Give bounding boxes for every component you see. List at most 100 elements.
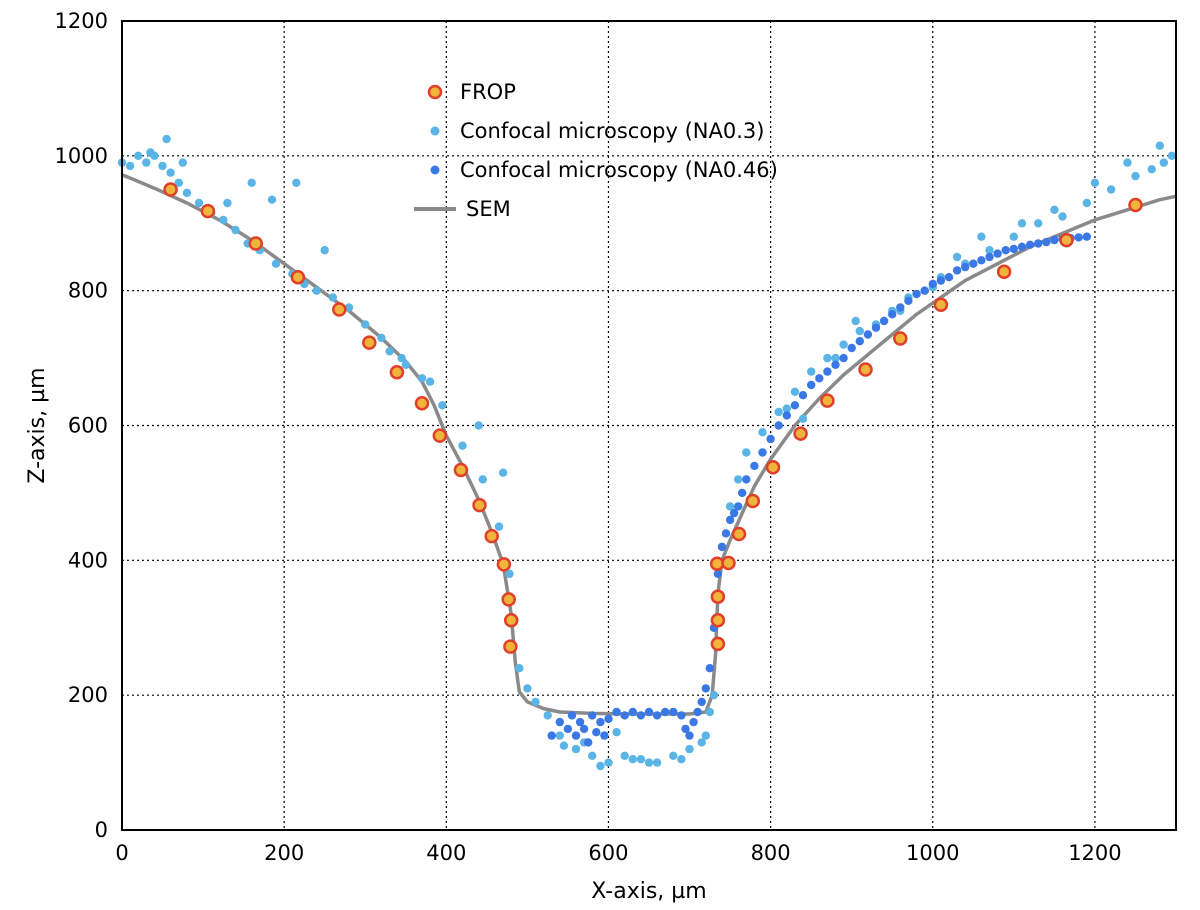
frop-point xyxy=(996,264,1012,280)
na03-point xyxy=(709,691,719,700)
na03-point xyxy=(985,246,994,255)
y-tick-label: 600 xyxy=(68,414,108,438)
na03-point xyxy=(1123,158,1132,167)
na046-point xyxy=(920,286,929,295)
na03-point xyxy=(588,751,597,760)
na03-point xyxy=(644,758,654,767)
frop-point xyxy=(858,362,873,377)
legend-item: Confocal microscopy (NA0.46) xyxy=(430,158,778,182)
na03-series xyxy=(117,134,1177,771)
frop-point xyxy=(432,428,448,443)
frop-point xyxy=(1128,197,1143,213)
y-axis-label: Z-axis, µm xyxy=(25,367,50,483)
na046-point xyxy=(612,707,621,717)
na046-point xyxy=(729,508,739,518)
grid-lines xyxy=(122,21,1176,830)
na046-point xyxy=(592,728,601,737)
plot-frame xyxy=(121,20,1177,831)
na03-point xyxy=(1167,151,1177,160)
na03-point xyxy=(604,758,613,767)
na046-point xyxy=(661,707,670,717)
na046-point xyxy=(798,391,808,400)
na03-point xyxy=(1147,165,1156,174)
na03-point xyxy=(292,178,301,187)
frop-point xyxy=(414,396,430,411)
na03-point xyxy=(267,195,277,204)
na03-point xyxy=(543,711,552,720)
na03-point xyxy=(320,246,329,255)
frop-point xyxy=(710,613,726,628)
na046-point xyxy=(847,343,856,353)
na03-point xyxy=(807,367,816,376)
na046-point xyxy=(766,434,775,444)
na046-point xyxy=(738,488,747,498)
na046-point xyxy=(685,731,694,740)
na046-point xyxy=(758,448,767,457)
na046-point xyxy=(839,353,848,363)
na03-point xyxy=(385,347,394,356)
na03-point xyxy=(1159,158,1169,167)
frop-point xyxy=(793,426,808,441)
na046-point xyxy=(725,515,735,525)
frop-point xyxy=(200,203,216,219)
x-tick-labels: 0 200 400 600 800 1000 1200 xyxy=(115,841,1121,865)
na046-point xyxy=(571,731,581,740)
na046-point xyxy=(734,502,743,511)
frop-point xyxy=(893,331,908,346)
na046-point xyxy=(815,374,824,383)
na03-point xyxy=(559,741,569,750)
na03-point xyxy=(182,188,192,198)
sem-line xyxy=(121,173,1177,716)
na046-point xyxy=(879,316,889,326)
na03-point xyxy=(677,755,686,764)
na046-point xyxy=(677,711,686,720)
frop-point xyxy=(484,528,499,544)
frop-point xyxy=(1059,232,1074,248)
na03-point xyxy=(271,259,281,268)
frop-point xyxy=(332,302,347,317)
na046-point xyxy=(563,724,573,734)
y-tick-label: 200 xyxy=(68,683,108,707)
na03-point xyxy=(636,755,646,764)
na03-point xyxy=(628,755,637,764)
na046-point xyxy=(588,711,597,720)
legend-label: SEM xyxy=(466,197,511,221)
na03-point xyxy=(758,428,767,437)
na046-point xyxy=(705,664,714,673)
na03-point xyxy=(219,215,228,225)
na046-point xyxy=(547,731,556,740)
na046-point xyxy=(575,717,585,727)
frop-point xyxy=(496,557,512,572)
na046-point xyxy=(952,266,962,275)
na03-point xyxy=(977,232,986,241)
x-tick-label: 1200 xyxy=(1068,841,1121,865)
y-tick-label: 400 xyxy=(68,548,108,572)
na03-point xyxy=(790,387,800,396)
x-tick-label: 0 xyxy=(115,841,128,865)
na03-point xyxy=(952,252,962,262)
na03-point xyxy=(697,738,706,747)
x-axis-label: X-axis, µm xyxy=(591,879,706,904)
na03-point xyxy=(1009,232,1018,241)
na03-point xyxy=(344,303,354,312)
na03-point xyxy=(312,286,321,295)
na03-point xyxy=(1082,198,1092,208)
legend-item: SEM xyxy=(414,197,511,221)
legend-item: FROP xyxy=(427,80,516,104)
na03-point xyxy=(377,333,386,343)
na046-point xyxy=(961,262,970,272)
na046-point xyxy=(579,724,589,734)
na03-point xyxy=(734,475,743,484)
na03-point xyxy=(1106,185,1116,194)
na046-point xyxy=(604,714,613,723)
na03-point xyxy=(125,161,135,171)
na03-point xyxy=(798,414,808,423)
na03-point xyxy=(397,353,406,363)
na046-point xyxy=(701,684,710,693)
x-tick-label: 600 xyxy=(588,841,628,865)
na046-point xyxy=(681,724,690,734)
frop-point xyxy=(765,460,781,475)
na046-point xyxy=(831,360,840,369)
na046-point xyxy=(555,717,564,727)
